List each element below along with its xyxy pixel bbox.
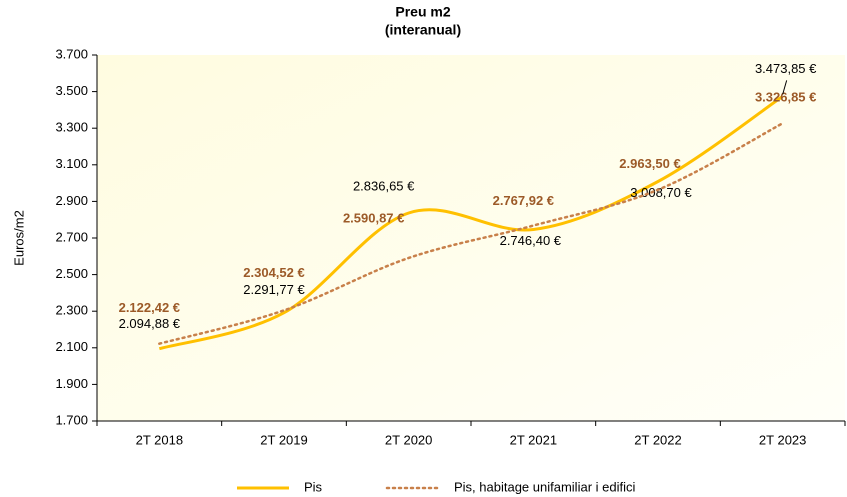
y-tick-label: 2.700	[55, 229, 88, 244]
x-tick-label: 2T 2020	[385, 432, 432, 447]
y-tick-label: 3.100	[55, 156, 88, 171]
y-axis-label: Euros/m2	[11, 210, 26, 266]
data-label: 2.746,40 €	[500, 233, 562, 248]
chart-subtitle: (interanual)	[385, 22, 461, 38]
data-label: 2.094,88 €	[119, 316, 181, 331]
data-label: 3.326,85 €	[755, 90, 816, 105]
series-line	[158, 95, 784, 351]
x-tick-label: 2T 2023	[759, 432, 806, 447]
data-label: 3.008,70 €	[630, 185, 692, 200]
y-tick-label: 2.100	[55, 339, 88, 354]
data-label: 3.473,85 €	[755, 61, 817, 76]
x-tick-label: 2T 2019	[260, 432, 307, 447]
y-tick-label: 3.700	[55, 46, 88, 61]
data-label: 2.304,52 €	[243, 265, 304, 280]
y-tick-label: 1.700	[55, 412, 88, 427]
chart-title: Preu m2	[395, 4, 450, 20]
y-tick-label: 2.500	[55, 266, 88, 281]
data-label: 2.963,50 €	[619, 156, 680, 171]
y-tick-label: 3.500	[55, 83, 88, 98]
data-label: 2.291,77 €	[243, 282, 305, 297]
data-label: 2.122,42 €	[119, 300, 180, 315]
y-tick-label: 1.900	[55, 376, 88, 391]
x-tick-label: 2T 2018	[136, 432, 183, 447]
x-tick-label: 2T 2021	[510, 432, 557, 447]
y-tick-label: 2.300	[55, 303, 88, 318]
data-label: 2.767,92 €	[493, 193, 554, 208]
plot-area	[97, 55, 845, 421]
series-line	[158, 122, 784, 345]
leader-line	[782, 80, 788, 95]
legend-label: Pis, habitage unifamiliar i edifici	[454, 479, 635, 494]
y-tick-label: 3.300	[55, 120, 88, 135]
y-tick-label: 2.900	[55, 193, 88, 208]
data-label: 2.836,65 €	[353, 178, 415, 193]
x-tick-label: 2T 2022	[634, 432, 681, 447]
legend-label: Pis	[304, 479, 323, 494]
data-label: 2.590,87 €	[343, 210, 404, 225]
